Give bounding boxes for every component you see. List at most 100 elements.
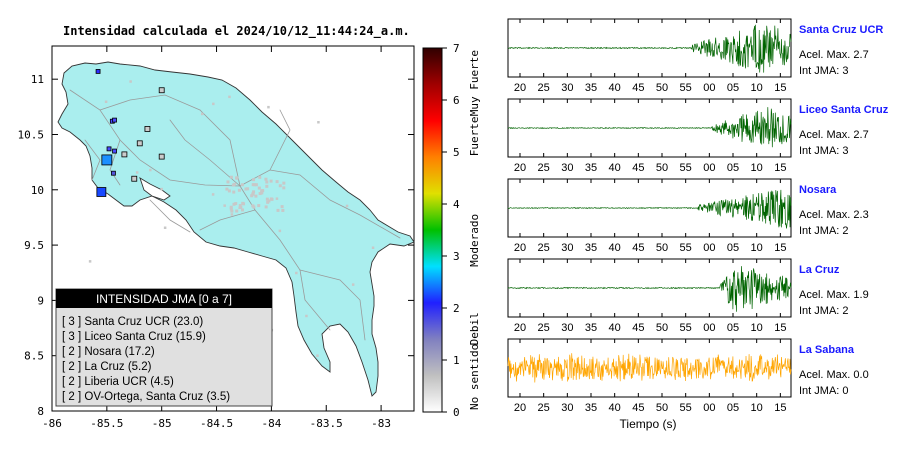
city-dot [250, 194, 254, 198]
city-dot [88, 260, 92, 263]
city-dot [135, 171, 139, 174]
station-marker [101, 154, 113, 166]
city-dot [305, 314, 308, 318]
jma-intensity: Int JMA: 3 [799, 65, 849, 77]
time-tick-label: 25 [538, 402, 550, 414]
time-tick-label: 05 [727, 242, 739, 254]
city-dot [246, 187, 250, 191]
city-dot [257, 204, 261, 208]
station-marker [106, 146, 112, 152]
max-acceleration: Acel. Max. 1.9 [799, 289, 869, 301]
time-tick-label: 20 [514, 402, 526, 414]
city-dot [269, 179, 273, 183]
station-marker [144, 126, 151, 132]
city-dot [129, 80, 132, 83]
city-dot [241, 201, 245, 205]
time-tick-label: 40 [609, 242, 621, 254]
city-dot [295, 271, 298, 275]
colorbar-label: Moderado [468, 214, 481, 267]
time-tick-label: 35 [585, 162, 597, 174]
map-x-axis: -86 -85.5 -85 -84.5 -84 -83.5 -83 [42, 46, 391, 430]
time-tick-label: 10 [751, 82, 763, 94]
time-tick-label: 45 [632, 402, 644, 414]
city-dot [244, 187, 248, 191]
time-tick-label: 20 [514, 82, 526, 94]
time-tick-label: 10 [751, 162, 763, 174]
colorbar-label: No sentido [468, 344, 481, 410]
city-dot [275, 180, 279, 184]
station-marker [112, 148, 117, 154]
city-dot [260, 191, 264, 195]
colorbar-tick-label: 3 [453, 250, 460, 263]
city-dot [264, 177, 268, 181]
city-dot [265, 197, 269, 201]
y-tick-label: 9 [37, 294, 44, 307]
time-tick-label: 35 [585, 402, 597, 414]
x-tick-label: -86 [42, 417, 62, 430]
city-dot [230, 209, 234, 213]
legend-item: [ 2 ] La Cruz (5.2) [62, 361, 152, 373]
waveform-trace [507, 189, 792, 229]
time-tick-label: 30 [561, 322, 573, 334]
waveform-trace [507, 353, 792, 383]
time-tick-label: 10 [751, 242, 763, 254]
time-tick-label: 15 [774, 322, 786, 334]
colorbar-tick-label: 4 [453, 198, 460, 211]
city-dot [149, 168, 152, 172]
waveform-panels: 20 25 30 35 40 45 50 55 00 05 10 15 Santa Cruz UCR Ac… [507, 18, 889, 414]
city-dot [252, 178, 256, 182]
x-tick-label: -85 [152, 417, 172, 430]
time-tick-label: 55 [680, 402, 692, 414]
time-tick-label: 00 [703, 322, 715, 334]
colorbar-label: Fuerte [468, 117, 481, 157]
city-dot [282, 181, 286, 185]
time-tick-label: 30 [561, 402, 573, 414]
time-tick-label: 35 [585, 322, 597, 334]
station-marker [158, 87, 165, 94]
city-dot [234, 202, 238, 206]
legend-title: INTENSIDAD JMA [0 a 7] [96, 292, 232, 306]
city-dot [201, 112, 204, 116]
waveform-trace [507, 107, 792, 148]
city-dot [160, 187, 163, 191]
time-tick-label: 40 [609, 82, 621, 94]
city-dot [252, 190, 256, 194]
x-tick-label: -83 [371, 417, 391, 430]
city-dot [265, 180, 269, 184]
legend-items: [ 3 ] Santa Cruz UCR (23.0) [ 3 ] Liceo S… [62, 316, 230, 403]
station-marker [96, 187, 107, 197]
max-acceleration: Acel. Max. 2.7 [799, 49, 869, 61]
station-marker [136, 140, 143, 147]
city-dot [254, 194, 258, 198]
y-tick-label: 8.5 [24, 350, 44, 363]
time-tick-label: 05 [727, 402, 739, 414]
city-dot [227, 189, 231, 193]
city-dot [371, 246, 375, 249]
colorbar-tick-label: 7 [453, 42, 460, 55]
city-dot [251, 183, 255, 187]
colorbar-tick-label: 1 [453, 354, 460, 367]
time-tick-label: 15 [774, 402, 786, 414]
waveform-panel: 20 25 30 35 40 45 50 55 00 05 10 15 Nosara Acel. Max.… [507, 178, 869, 254]
y-tick-label: 10.5 [18, 128, 45, 141]
max-acceleration: Acel. Max. 2.3 [799, 209, 869, 221]
time-tick-label: 15 [774, 162, 786, 174]
jma-intensity: Int JMA: 0 [799, 385, 849, 397]
city-dot [229, 175, 233, 179]
intensity-legend: INTENSIDAD JMA [0 a 7] [ 3 ] Santa Cruz … [55, 288, 273, 407]
x-tick-label: -84 [261, 417, 281, 430]
city-dot [240, 183, 244, 187]
city-dot [212, 102, 215, 106]
station-marker [111, 170, 116, 176]
city-dot [257, 186, 261, 190]
time-tick-label: 00 [703, 242, 715, 254]
city-dot [232, 202, 236, 206]
city-dot [229, 207, 233, 211]
costa-rica-landmass [57, 61, 415, 397]
time-tick-label: 30 [561, 82, 573, 94]
city-dot [223, 204, 226, 207]
city-dot [230, 213, 234, 216]
city-dot [237, 188, 241, 192]
city-dot [281, 208, 285, 212]
